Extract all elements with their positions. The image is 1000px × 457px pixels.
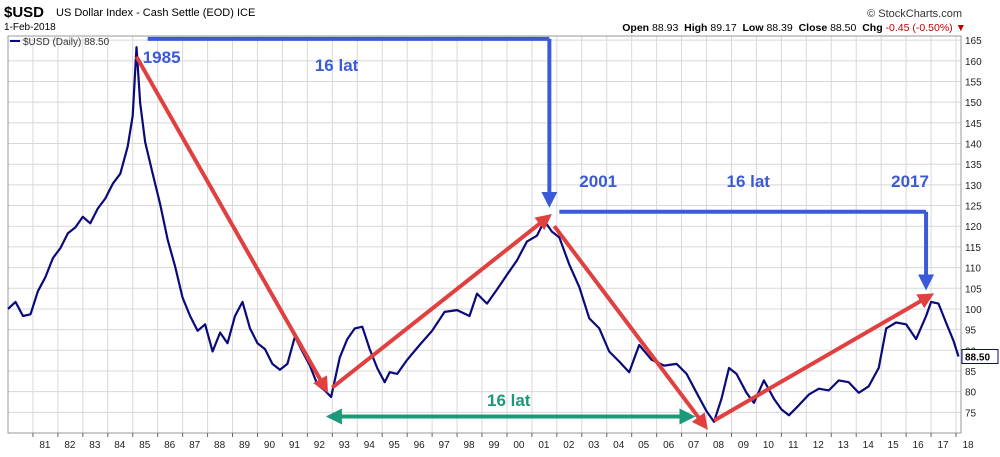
low-label: Low bbox=[742, 22, 764, 34]
y-tick-label: 165 bbox=[965, 36, 982, 47]
x-tick-label: 04 bbox=[613, 440, 625, 451]
y-tick-label: 160 bbox=[965, 57, 982, 68]
chg-value: -0.45 (-0.50%) bbox=[885, 22, 953, 34]
brand-label[interactable]: © StockCharts.com bbox=[867, 8, 962, 20]
y-tick-label: 105 bbox=[965, 284, 982, 295]
x-tick-label: 91 bbox=[289, 440, 301, 451]
grid bbox=[8, 36, 961, 433]
x-tick-label: 81 bbox=[39, 440, 51, 451]
legend-label: $USD (Daily) 88.50 bbox=[23, 37, 110, 48]
x-tick-label: 03 bbox=[588, 440, 600, 451]
series-group bbox=[7, 46, 960, 423]
x-tick-label: 13 bbox=[838, 440, 850, 451]
y-tick-label: 125 bbox=[965, 202, 982, 213]
y-tick-label: 95 bbox=[965, 326, 977, 337]
x-tick-label: 17 bbox=[938, 440, 950, 451]
ohlc-readout: Open 88.93 High 89.17 Low 88.39 Close 88… bbox=[622, 22, 966, 34]
high-label: High bbox=[684, 22, 708, 34]
x-tick-label: 07 bbox=[688, 440, 700, 451]
last-price-box bbox=[961, 348, 999, 364]
x-tick-label: 08 bbox=[713, 440, 725, 451]
x-tick-label: 87 bbox=[189, 440, 201, 451]
legend: $USD (Daily) 88.50 bbox=[10, 37, 110, 48]
x-tick-label: 94 bbox=[364, 440, 376, 451]
x-tick-label: 02 bbox=[563, 440, 575, 451]
instrument-name: US Dollar Index - Cash Settle (EOD) bbox=[56, 7, 234, 19]
open-value: 88.93 bbox=[652, 22, 679, 34]
x-tick-label: 89 bbox=[239, 440, 251, 451]
trend-arrow-2002-2008 bbox=[552, 225, 708, 430]
x-tick-label: 84 bbox=[114, 440, 126, 451]
annotation-year-1985: 1985 bbox=[143, 48, 181, 67]
chg-label: Chg bbox=[862, 22, 883, 34]
x-tick-label: 85 bbox=[139, 440, 151, 451]
x-tick-label: 18 bbox=[962, 440, 974, 451]
annotation-year-2001: 2001 bbox=[579, 172, 617, 191]
y-tick-label: 155 bbox=[965, 77, 982, 88]
trend-arrow-2008-2017 bbox=[713, 293, 935, 423]
x-tick-label: 92 bbox=[314, 440, 326, 451]
y-tick-label: 135 bbox=[965, 160, 982, 171]
x-tick-label: 97 bbox=[439, 440, 451, 451]
y-tick-label: 145 bbox=[965, 119, 982, 130]
y-tick-label: 110 bbox=[965, 264, 981, 275]
y-tick-label: 85 bbox=[965, 367, 977, 378]
annotation-span-2: 16 lat bbox=[726, 172, 770, 191]
high-value: 89.17 bbox=[710, 22, 737, 34]
x-tick-label: 09 bbox=[738, 440, 750, 451]
last-price-marker: 88.50 bbox=[961, 348, 999, 364]
annotation-layer: 1985 16 lat 2001 16 lat 2017 16 lat bbox=[134, 36, 935, 430]
x-tick-label: 98 bbox=[463, 440, 475, 451]
y-tick-label: 115 bbox=[965, 243, 981, 254]
chart-symbol: $USD bbox=[4, 4, 45, 21]
y-tick-label: 120 bbox=[965, 222, 982, 233]
close-value: 88.50 bbox=[830, 22, 857, 34]
y-axis: 7580859095100105110115120125130135140145… bbox=[965, 36, 982, 419]
chart-date: 1-Feb-2018 bbox=[4, 22, 56, 33]
x-tick-label: 01 bbox=[538, 440, 550, 451]
down-triangle-icon: ▼ bbox=[955, 22, 966, 34]
x-tick-label: 14 bbox=[863, 440, 875, 451]
y-tick-label: 80 bbox=[965, 388, 977, 399]
open-label: Open bbox=[622, 22, 650, 34]
y-tick-label: 150 bbox=[965, 98, 982, 109]
x-tick-label: 15 bbox=[888, 440, 900, 451]
y-tick-label: 140 bbox=[965, 140, 982, 151]
exchange-name: ICE bbox=[236, 7, 256, 19]
y-tick-label: 100 bbox=[965, 305, 982, 316]
x-tick-label: 16 bbox=[913, 440, 925, 451]
x-tick-label: 86 bbox=[164, 440, 176, 451]
x-tick-label: 83 bbox=[89, 440, 101, 451]
x-tick-label: 10 bbox=[763, 440, 775, 451]
x-tick-label: 90 bbox=[264, 440, 276, 451]
x-tick-label: 06 bbox=[663, 440, 675, 451]
plot-frame bbox=[7, 35, 962, 434]
x-tick-label: 00 bbox=[513, 440, 525, 451]
x-tick-label: 96 bbox=[414, 440, 426, 451]
x-tick-label: 11 bbox=[788, 440, 799, 451]
x-tick-label: 93 bbox=[339, 440, 351, 451]
x-tick-label: 99 bbox=[488, 440, 500, 451]
x-tick-label: 95 bbox=[389, 440, 401, 451]
low-value: 88.39 bbox=[766, 22, 793, 34]
chart-name: US Dollar Index - Cash Settle (EOD) ICE bbox=[56, 7, 255, 19]
x-tick-label: 12 bbox=[813, 440, 825, 451]
x-tick-label: 88 bbox=[214, 440, 226, 451]
y-tick-label: 130 bbox=[965, 181, 982, 192]
y-tick-label: 75 bbox=[965, 408, 977, 419]
trend-arrow-1993-2001 bbox=[331, 213, 552, 390]
trend-arrow-1985-1992 bbox=[134, 55, 329, 394]
price-line bbox=[7, 46, 960, 423]
annotation-span-3: 16 lat bbox=[487, 391, 531, 410]
last-price-label: 88.50 bbox=[965, 352, 990, 363]
x-tick-label: 82 bbox=[64, 440, 76, 451]
annotation-span-1: 16 lat bbox=[315, 56, 359, 75]
close-label: Close bbox=[798, 22, 828, 34]
x-axis: 81 82 83 84 85 86 87 88 89 90 91 92 93 94 95 96 97 98 99 00… bbox=[32, 433, 974, 451]
annotation-year-2017: 2017 bbox=[891, 172, 929, 191]
x-tick-label: 05 bbox=[638, 440, 650, 451]
